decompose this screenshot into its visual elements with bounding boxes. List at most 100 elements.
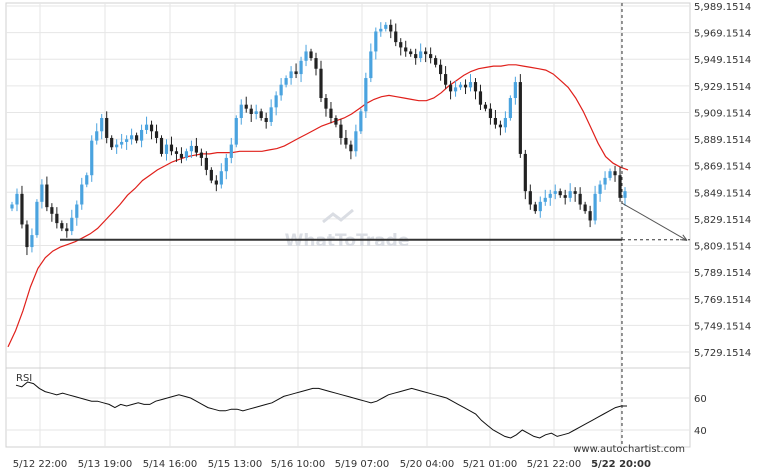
candle-body [488,108,493,118]
candle-body [134,135,139,141]
candle-body [179,153,184,158]
candle-body [374,31,378,52]
y-tick-label: 5,929.1514 [694,82,751,93]
candle-body [85,175,89,185]
candle-body [563,195,567,198]
candle-body [344,137,348,145]
candle-body [394,31,398,43]
candle-body [339,124,343,138]
plot-frame [5,2,691,448]
candle-body [209,169,213,181]
candle-body [399,42,403,48]
overlays [60,3,690,447]
forecast-arrow-head [680,234,688,241]
candle-body [90,140,94,176]
candle-body [354,131,358,152]
candle-body [50,207,54,214]
candle-body [154,131,159,138]
candle-body [533,204,537,212]
watermark: WhatToTrade [285,208,410,251]
candle-body [105,117,109,138]
credit-text: www.autochartist.com [573,444,685,455]
x-tick-label: 5/16 10:00 [271,459,325,470]
candle-body [389,24,393,32]
candle-body [214,180,218,185]
y-tick-label: 5,949.1514 [694,55,751,66]
candle-body [80,184,84,205]
candle-body [309,51,313,59]
watermark-text: WhatToTrade [285,231,410,251]
candle-body [219,171,223,185]
y-tick-label: 5,889.1514 [694,135,751,146]
y-tick-label: 5,809.1514 [694,242,751,253]
x-tick-label: 5/19 07:00 [335,459,389,470]
candle-body [548,193,552,198]
candle-body [424,51,428,55]
time-axis: 5/12 22:00 5/13 19:00 5/14 16:00 5/15 13:00… [13,459,651,470]
candle-body [463,84,468,88]
candle-body [110,137,114,148]
candle-body [523,153,527,192]
y-tick-label: 5,989.1514 [694,2,751,13]
rsi-line [15,381,627,439]
candle-body [593,193,597,221]
y-tick-label: 5,909.1514 [694,108,751,119]
candle-body [289,71,293,79]
candle-body [334,117,338,125]
candle-body [169,144,174,152]
candle-body [558,191,562,196]
candle-body [578,193,582,205]
candle-body [25,224,29,248]
y-tick-label: 5,749.1514 [694,321,751,332]
candle-body [120,141,124,145]
candle-body [194,145,198,153]
candle-body [364,78,368,112]
candle-body [55,213,59,224]
candle-body [379,28,383,32]
x-tick-label: 5/14 16:00 [143,459,197,470]
candles [10,19,627,256]
candle-body [618,175,622,198]
y-tick-label: 5,969.1514 [694,29,751,40]
candle-body [369,51,373,79]
candle-body [20,193,24,225]
candle-body [623,191,627,198]
candle-body [528,191,532,205]
candle-body [518,82,522,154]
candle-body [30,235,34,248]
candle-body [75,204,79,218]
candle-body [404,47,408,52]
x-tick-label: 5/13 19:00 [78,459,132,470]
y-tick-label: 5,769.1514 [694,295,751,306]
candle-body [164,144,169,154]
candle-body [174,151,179,154]
candle-body [483,104,488,109]
candle-body [513,82,517,99]
candle-body [125,139,129,142]
candle-body [95,131,99,141]
candle-body [259,111,263,118]
candle-body [234,117,238,145]
candle-body [583,204,587,212]
x-tick-label: 5/21 01:00 [463,459,517,470]
rsi-tick-label: 40 [694,426,707,437]
candle-body [429,54,433,59]
candle-body [65,228,69,232]
candle-body [40,184,44,202]
watermark-logo-icon [322,208,354,224]
candle-body [543,197,547,202]
candle-body [409,51,413,55]
y-tick-label: 5,829.1514 [694,215,751,226]
candle-body [478,91,483,105]
forecast-arrow-line [621,202,688,241]
candle-body [324,98,328,109]
y-tick-label: 5,789.1514 [694,268,751,279]
y-tick-label: 5,849.1514 [694,188,751,199]
candle-body [448,84,453,92]
candle-body [553,191,557,194]
candle-body [60,223,64,229]
x-tick-label: 5/15 13:00 [208,459,262,470]
candle-body [453,87,458,92]
